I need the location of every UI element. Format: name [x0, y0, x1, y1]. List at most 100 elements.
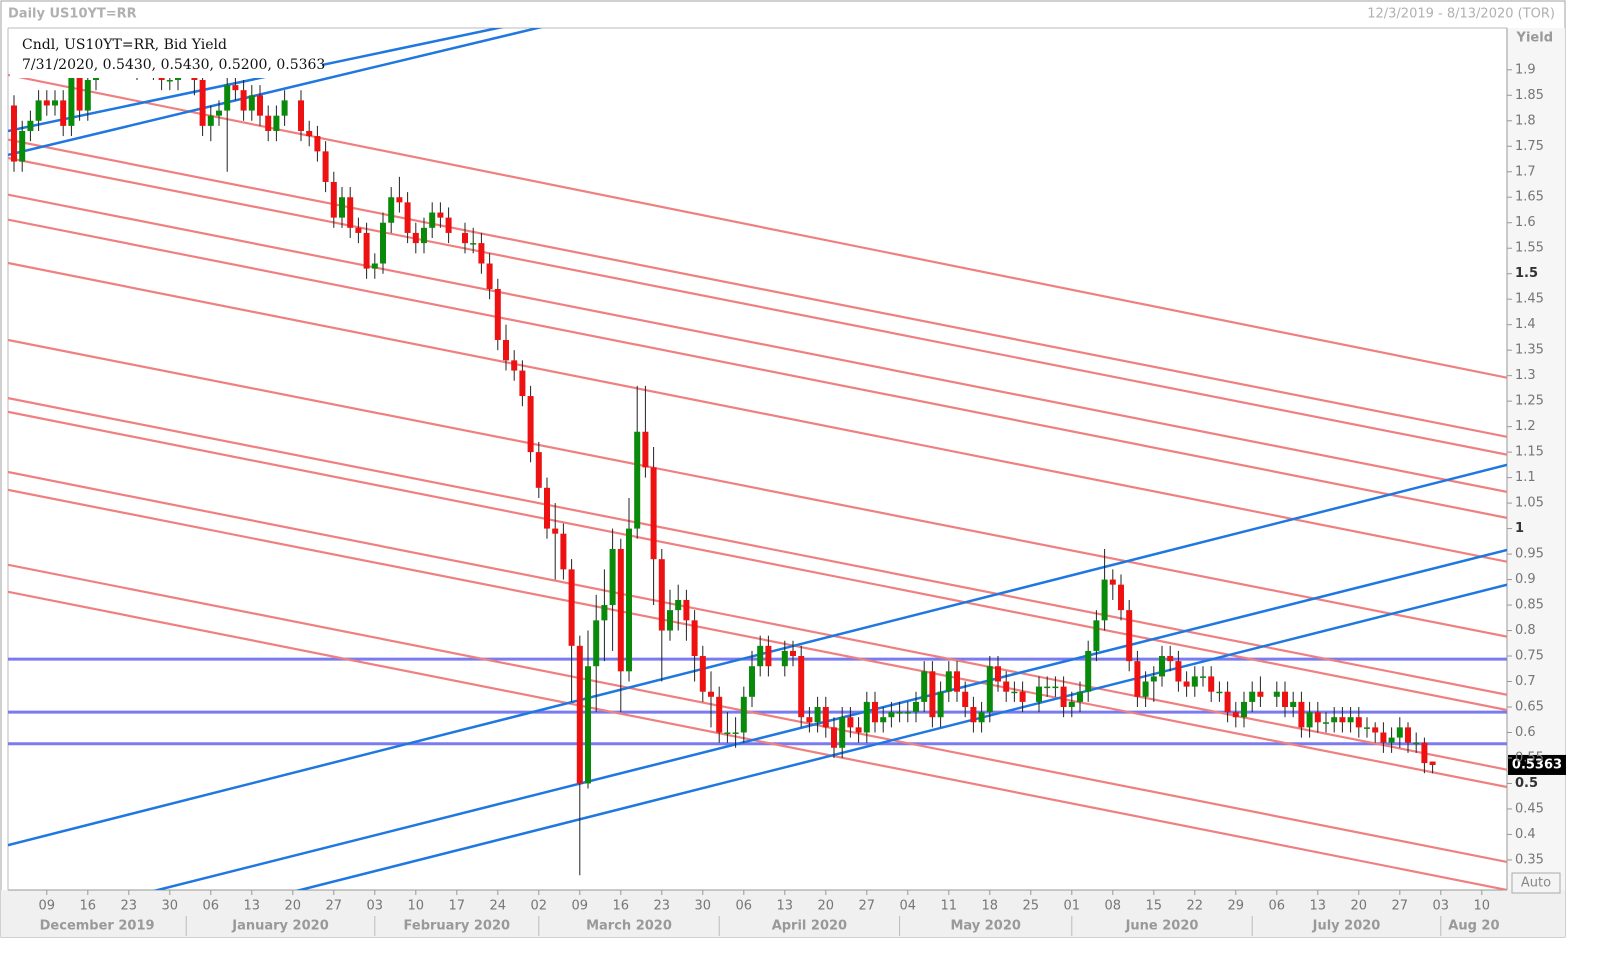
x-tick-label: 03: [1433, 899, 1450, 914]
month-label: February 2020: [404, 919, 511, 934]
candle-body: [1011, 691, 1018, 694]
legend-text: 7/31/2020, 0.5430, 0.5430, 0.5200, 0.536…: [22, 57, 325, 73]
candle-body: [593, 620, 600, 667]
candle-body: [880, 717, 887, 723]
candle-body: [1118, 584, 1124, 611]
candle-body: [765, 645, 772, 667]
candle-body: [847, 717, 854, 728]
candle-body: [954, 671, 960, 692]
candle-body: [1159, 656, 1165, 677]
chart-title: Daily US10YT=RR: [8, 7, 137, 22]
x-tick-label: 03: [367, 899, 384, 914]
x-tick-label: 23: [654, 899, 671, 914]
candle-body: [1249, 691, 1256, 702]
candle-body: [11, 105, 17, 162]
x-tick-label: 30: [695, 899, 712, 914]
candle-body: [576, 645, 583, 784]
x-tick-label: 06: [736, 899, 753, 914]
candle-body: [1429, 761, 1436, 765]
down-trend-line: [8, 156, 1507, 456]
y-tick-label: 0.95: [1515, 547, 1544, 562]
y-tick-label: 0.85: [1515, 598, 1544, 613]
y-tick-label: 0.7: [1515, 674, 1536, 689]
x-tick-label: 13: [777, 899, 794, 914]
x-tick-label: 09: [572, 899, 589, 914]
candle-body: [724, 732, 731, 734]
candle-body: [314, 136, 321, 152]
candle-body: [355, 227, 362, 233]
y-tick-label: 0.45: [1515, 801, 1544, 816]
candle-body: [470, 243, 477, 245]
candle-body: [396, 197, 403, 203]
x-tick-label: 04: [900, 899, 917, 914]
candle-body: [1077, 691, 1083, 702]
y-tick-label: 1.4: [1515, 317, 1536, 332]
candle-body: [1068, 701, 1075, 707]
y-tick-label: 1.85: [1515, 88, 1544, 103]
candle-body: [1191, 676, 1198, 687]
y-tick-label: 1.75: [1515, 139, 1544, 154]
x-tick-label: 30: [162, 899, 179, 914]
candle-body: [1298, 701, 1305, 728]
candle-body: [970, 706, 977, 723]
candle-body: [839, 717, 846, 748]
candle-body: [1044, 686, 1051, 689]
month-label: May 2020: [950, 919, 1021, 934]
x-tick-label: 22: [1187, 899, 1204, 914]
candle-body: [634, 431, 641, 529]
up-trend-line: [8, 28, 505, 133]
down-trend-line: [8, 590, 1507, 890]
candle-body: [675, 599, 682, 611]
candle-body: [166, 79, 173, 82]
candle-body: [248, 95, 255, 111]
down-trend-line: [8, 193, 1507, 493]
candle-body: [1306, 712, 1313, 728]
candle-body: [896, 712, 903, 714]
candle-body: [1364, 727, 1370, 729]
candle-body: [388, 197, 395, 223]
last-value-label: 0.5363: [1512, 757, 1562, 772]
candle-body: [872, 701, 878, 723]
auto-button[interactable]: [1511, 872, 1561, 894]
candle-body: [1019, 691, 1026, 702]
candle-body: [1282, 691, 1288, 707]
candle-body: [986, 666, 993, 713]
auto-button-label[interactable]: Auto: [1521, 876, 1551, 891]
candle-body: [273, 115, 280, 131]
candle-body: [806, 717, 813, 723]
y-tick-label: 0.5: [1515, 776, 1538, 791]
y-tick-label: 0.4: [1515, 827, 1536, 842]
y-tick-label: 1.25: [1515, 394, 1544, 409]
candle-body: [1290, 701, 1297, 707]
candle-body: [790, 650, 796, 657]
candle-body: [667, 610, 673, 631]
candle-body: [421, 227, 427, 244]
candle-body: [429, 212, 436, 228]
candle-body: [511, 360, 518, 371]
candle-body: [84, 79, 91, 111]
overlay: Cndl, US10YT=RR, Bid Yield 7/31/2020, 0.5…: [10, 32, 1566, 894]
candle-body: [265, 115, 272, 131]
x-tick-label: 13: [244, 899, 261, 914]
candle-body: [626, 528, 632, 672]
x-tick-label: 06: [203, 899, 220, 914]
candle-body: [76, 69, 83, 111]
frame: [0, 0, 1566, 938]
month-label: Aug 20: [1448, 919, 1499, 934]
y-tick-label: 1.55: [1515, 241, 1544, 256]
candle-body: [888, 712, 895, 718]
candle-body: [1134, 661, 1141, 697]
x-axis-band: [1, 890, 1565, 937]
candle-body: [1052, 686, 1059, 689]
candle-body: [380, 222, 386, 264]
candle-body: [339, 197, 345, 218]
candle-body: [904, 712, 911, 714]
candle-body: [330, 181, 337, 218]
candle-body: [1109, 579, 1116, 585]
candle-body: [560, 533, 567, 570]
candle-body: [1183, 681, 1190, 687]
candle-body: [60, 100, 67, 126]
down-trend-line: [8, 218, 1507, 519]
candle-body: [240, 90, 247, 111]
candle-body: [929, 671, 936, 718]
